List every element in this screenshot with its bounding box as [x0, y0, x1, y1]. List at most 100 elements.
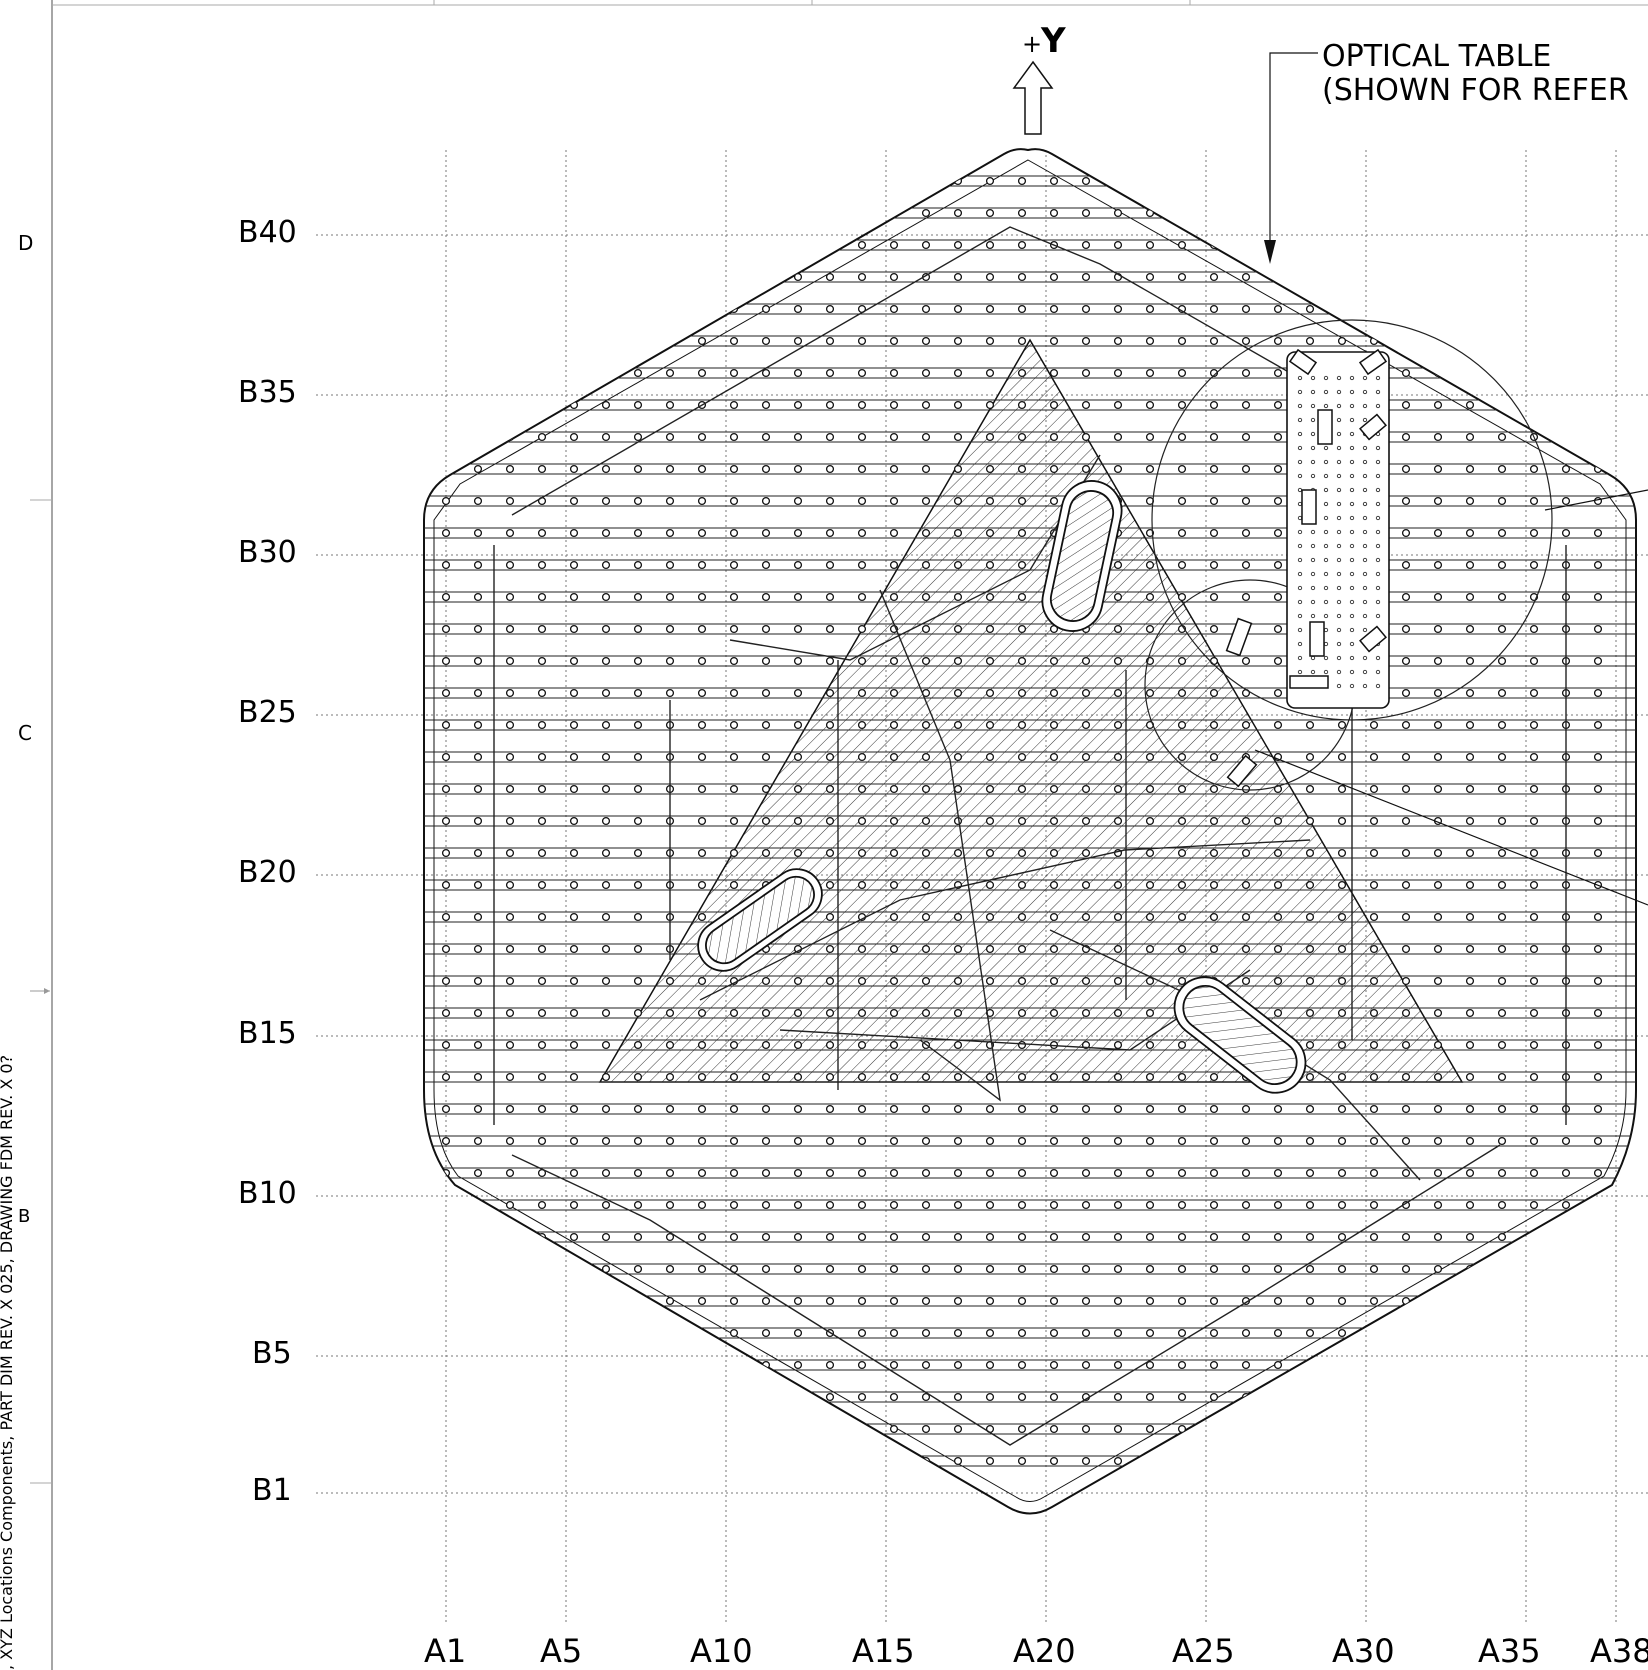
mounting-hole: [985, 336, 995, 346]
mounting-hole: [921, 912, 931, 922]
mounting-hole: [889, 944, 899, 954]
mounting-hole: [825, 560, 835, 570]
mounting-hole: [761, 1264, 771, 1274]
mounting-hole: [985, 688, 995, 698]
mounting-hole: [1113, 176, 1123, 186]
table-hole: [1310, 557, 1316, 563]
mounting-hole: [441, 592, 451, 602]
mounting-hole: [1145, 976, 1155, 986]
mounting-hole: [601, 1360, 611, 1370]
mounting-hole: [633, 400, 643, 410]
mounting-hole: [1305, 1040, 1315, 1050]
table-hole: [1336, 557, 1342, 563]
mounting-hole: [1465, 368, 1475, 378]
mounting-hole: [601, 208, 611, 218]
mounting-hole: [1113, 336, 1123, 346]
optical-mount-6: [1309, 621, 1325, 657]
mounting-hole: [1497, 496, 1507, 506]
mounting-hole: [857, 656, 867, 666]
mounting-hole: [633, 1360, 643, 1370]
mounting-hole: [1273, 496, 1283, 506]
mounting-hole: [633, 336, 643, 346]
mounting-hole: [1273, 176, 1283, 186]
mounting-hole: [857, 1008, 867, 1018]
mounting-hole: [537, 1360, 547, 1370]
mounting-hole: [1273, 1328, 1283, 1338]
mounting-hole: [1497, 624, 1507, 634]
mounting-hole: [1497, 816, 1507, 826]
mounting-hole: [1017, 496, 1027, 506]
mounting-hole: [1433, 752, 1443, 762]
mounting-hole: [1177, 1296, 1187, 1306]
mounting-hole: [1529, 912, 1539, 922]
mounting-hole: [857, 432, 867, 442]
mounting-hole: [537, 784, 547, 794]
mounting-hole: [1017, 752, 1027, 762]
mounting-hole: [793, 720, 803, 730]
table-hole: [1336, 627, 1342, 633]
mounting-hole: [537, 624, 547, 634]
mounting-hole: [793, 1168, 803, 1178]
mounting-hole: [761, 1200, 771, 1210]
mounting-hole: [1593, 784, 1603, 794]
table-hole: [1297, 375, 1303, 381]
mounting-hole: [729, 624, 739, 634]
mounting-hole: [1177, 400, 1187, 410]
table-hole: [1323, 627, 1329, 633]
mounting-hole: [1209, 464, 1219, 474]
col-label-a20: A20: [1013, 1632, 1076, 1670]
mounting-hole: [633, 560, 643, 570]
mounting-hole: [537, 464, 547, 474]
mounting-hole: [1113, 592, 1123, 602]
mounting-hole: [825, 336, 835, 346]
callout-line-1: OPTICAL TABLE: [1322, 39, 1551, 74]
mounting-hole: [985, 944, 995, 954]
mounting-hole: [793, 1264, 803, 1274]
mounting-hole: [1241, 1424, 1251, 1434]
table-hole: [1375, 473, 1381, 479]
mounting-hole: [921, 432, 931, 442]
mounting-hole: [1017, 1200, 1027, 1210]
mounting-hole: [1337, 1040, 1347, 1050]
mounting-hole: [1209, 912, 1219, 922]
table-hole: [1336, 641, 1342, 647]
mounting-hole: [825, 304, 835, 314]
mounting-hole: [1401, 784, 1411, 794]
mounting-hole: [1177, 272, 1187, 282]
mounting-hole: [921, 816, 931, 826]
mounting-hole: [1401, 912, 1411, 922]
optical-mount-7: [1359, 625, 1387, 653]
mounting-hole: [441, 656, 451, 666]
mounting-hole: [1305, 304, 1315, 314]
mounting-hole: [537, 1136, 547, 1146]
mounting-hole: [1369, 976, 1379, 986]
mounting-hole: [1241, 1232, 1251, 1242]
mounting-hole: [505, 304, 515, 314]
mounting-hole: [473, 1104, 483, 1114]
mounting-hole: [729, 848, 739, 858]
mounting-hole: [1049, 1136, 1059, 1146]
table-hole: [1297, 417, 1303, 423]
mounting-hole: [1145, 1456, 1155, 1466]
mounting-hole: [1593, 528, 1603, 538]
mounting-hole: [697, 784, 707, 794]
mounting-hole: [473, 784, 483, 794]
mounting-hole: [1273, 464, 1283, 474]
mounting-hole: [1465, 1456, 1475, 1466]
mounting-hole: [601, 912, 611, 922]
leader-right-lower: [1254, 749, 1648, 906]
mounting-hole: [1529, 1104, 1539, 1114]
mounting-hole: [857, 560, 867, 570]
mounting-hole: [1465, 688, 1475, 698]
table-hole: [1310, 585, 1316, 591]
mounting-hole: [1529, 976, 1539, 986]
optical-table: [1144, 319, 1553, 791]
mounting-hole: [985, 976, 995, 986]
mounting-hole: [1497, 1264, 1507, 1274]
mounting-hole: [1241, 272, 1251, 282]
mounting-hole: [857, 240, 867, 250]
mounting-hole: [921, 528, 931, 538]
optical-table-plate: [1286, 351, 1390, 709]
mounting-hole: [793, 752, 803, 762]
